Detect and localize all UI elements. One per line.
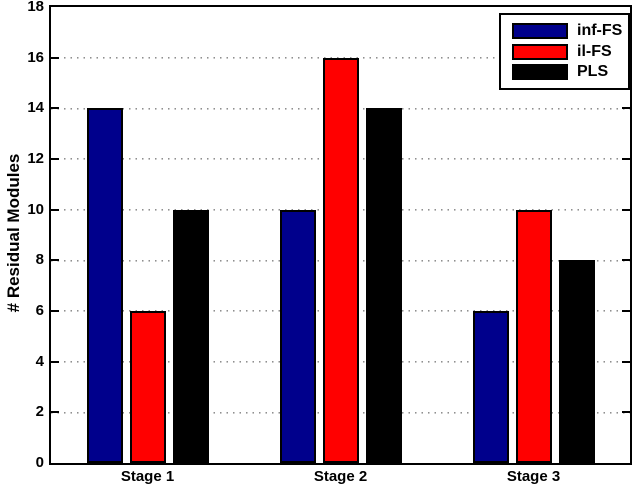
- y-tick-mark: [51, 208, 59, 211]
- bar-il-fs-stage-1: [129, 311, 166, 463]
- y-tick-mark: [51, 107, 59, 110]
- legend-label: inf-FS: [577, 21, 623, 39]
- y-axis-label: # Residual Modules: [4, 153, 23, 313]
- legend-entry: il-FS: [501, 42, 628, 60]
- bar-inf-fs-stage-1: [86, 108, 123, 463]
- y-tick-mark: [51, 158, 59, 160]
- y-tick-mark: [622, 259, 630, 262]
- y-tick-label: 18: [27, 0, 44, 15]
- y-tick-label: 4: [35, 352, 44, 370]
- y-tick-label: 0: [35, 454, 44, 471]
- y-tick-mark: [622, 107, 630, 110]
- y-tick-label: 10: [27, 200, 44, 218]
- y-tick-label: 16: [27, 48, 44, 66]
- legend-entry: PLS: [501, 63, 628, 81]
- legend-swatch-pls: [512, 64, 568, 81]
- bar-il-fs-stage-2: [322, 57, 359, 463]
- x-tick-label: Stage 1: [120, 468, 175, 485]
- y-tick-label: 8: [35, 251, 44, 269]
- bar-il-fs-stage-3: [515, 209, 552, 463]
- y-tick-label: 14: [27, 99, 44, 117]
- y-tick-mark: [622, 208, 630, 211]
- x-tick-label: Stage 3: [506, 468, 561, 485]
- y-tick-mark: [622, 158, 630, 160]
- bar-pls-stage-1: [172, 209, 209, 463]
- bar-pls-stage-2: [365, 108, 402, 463]
- legend-label: il-FS: [577, 42, 612, 60]
- y-tick-mark: [622, 360, 630, 363]
- bar-inf-fs-stage-2: [279, 209, 316, 463]
- legend-swatch-inf-fs: [512, 22, 568, 39]
- legend: inf-FS il-FS PLS: [499, 13, 630, 90]
- plot-area: [49, 5, 632, 465]
- y-tick-label: 2: [35, 403, 44, 421]
- x-tick-label: Stage 2: [313, 468, 368, 485]
- y-tick-mark: [51, 259, 59, 262]
- y-tick-mark: [622, 310, 630, 312]
- y-tick-mark: [51, 411, 59, 414]
- legend-label: PLS: [577, 63, 609, 81]
- y-tick-label: 6: [35, 302, 44, 319]
- y-tick-label: 12: [27, 150, 44, 167]
- bar-pls-stage-3: [558, 260, 595, 463]
- bar-inf-fs-stage-3: [472, 311, 509, 463]
- y-tick-mark: [622, 411, 630, 414]
- y-tick-mark: [51, 310, 59, 312]
- y-tick-mark: [51, 360, 59, 363]
- legend-entry: inf-FS: [501, 21, 628, 39]
- legend-swatch-il-fs: [512, 43, 568, 60]
- y-tick-mark: [51, 56, 59, 59]
